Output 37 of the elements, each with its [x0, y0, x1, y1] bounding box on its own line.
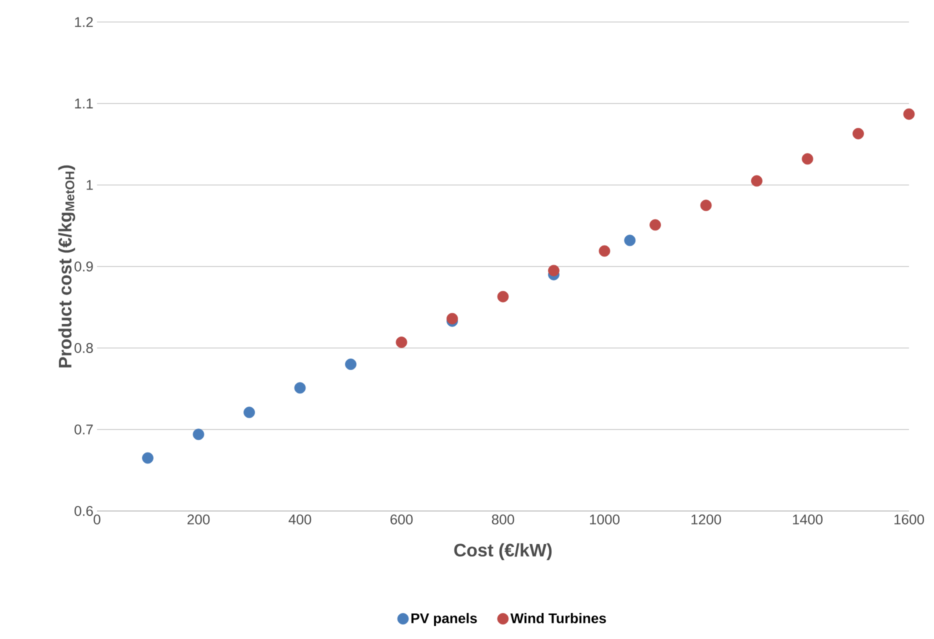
point	[497, 290, 509, 302]
point	[244, 406, 255, 418]
x-tick-label: 400	[288, 514, 312, 524]
x-axis-title: Cost (€/kW)	[454, 543, 552, 560]
point	[548, 264, 560, 276]
point	[345, 358, 356, 370]
point	[802, 153, 814, 165]
point	[396, 336, 408, 348]
point	[852, 128, 864, 140]
point	[192, 428, 204, 440]
x-tick-label: 1600	[894, 514, 924, 524]
y-tick-label: 1.2	[75, 17, 93, 27]
point	[903, 108, 915, 120]
x-tick-label: 1200	[691, 514, 722, 524]
y-tick-label: 1	[86, 180, 93, 190]
y-tick-label: 0.6	[74, 506, 93, 516]
y-tick-label: 0.8	[74, 343, 93, 353]
point	[650, 219, 661, 231]
y-tick-label: 0.9	[74, 262, 93, 272]
point	[624, 234, 636, 246]
point	[598, 245, 610, 257]
legend-label: PV panels	[411, 612, 477, 626]
point	[700, 200, 712, 212]
point	[142, 452, 154, 464]
point	[751, 175, 762, 187]
y-tick-label: 0.7	[74, 424, 93, 434]
x-tick-label: 1400	[792, 514, 823, 524]
x-tick-label: 800	[492, 514, 514, 524]
legend-label: Wind Turbines	[510, 612, 606, 624]
point	[446, 312, 458, 324]
y-tick-label: 1.1	[75, 98, 93, 108]
y-axis-title: Product cost (€/kg$_{MetOH}$)	[58, 165, 76, 368]
x-tick-label: 200	[188, 514, 210, 524]
x-tick-label: 1000	[590, 514, 620, 524]
x-tick-label: 600	[390, 514, 413, 524]
x-tick-label: 0	[94, 514, 100, 524]
point	[294, 382, 306, 394]
